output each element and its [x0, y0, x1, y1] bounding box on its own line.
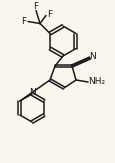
Text: N: N [29, 89, 36, 97]
Text: F: F [47, 10, 52, 19]
Text: N: N [89, 52, 96, 61]
Text: F: F [21, 17, 26, 26]
Text: F: F [33, 2, 38, 11]
Text: NH₂: NH₂ [88, 77, 105, 87]
